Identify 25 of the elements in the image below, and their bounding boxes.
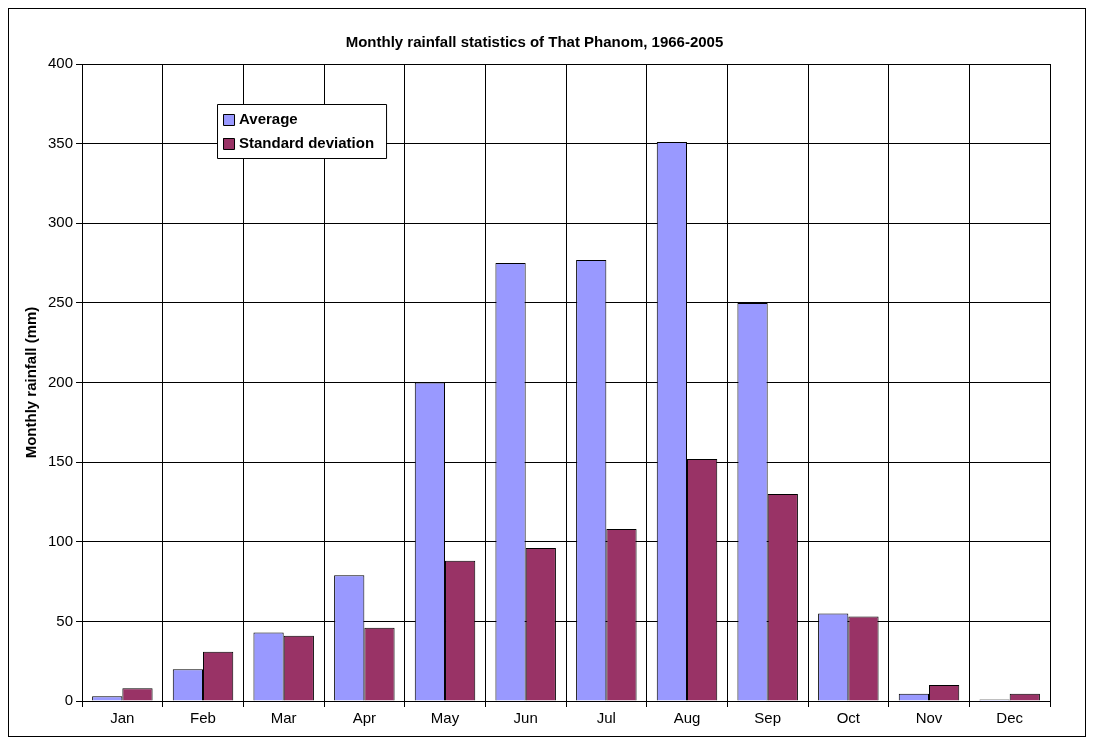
chart-title: Monthly rainfall statistics of That Phanom, 1966-2005 [345,33,724,51]
legend-label: Standard deviation [239,134,375,152]
x-tick-label: Jun [513,709,538,727]
y-tick-label: 100 [48,531,74,549]
x-tick-label: May [430,709,460,727]
x-tick-label: Aug [673,709,701,727]
y-axis-title: Monthly rainfall (mm) [22,306,40,459]
legend-label: Average [239,110,298,128]
y-tick-label: 300 [48,213,74,231]
x-tick-label: Oct [836,709,861,727]
x-tick-label: Feb [190,709,216,727]
x-tick-label: Sep [754,709,782,727]
y-tick-label: 0 [64,691,74,709]
y-tick-label: 400 [48,54,74,72]
x-tick-label: Jan [110,709,135,727]
y-tick-label: 150 [48,452,74,470]
y-tick-label: 200 [48,372,74,390]
y-tick-label: 250 [48,293,74,311]
y-tick-label: 50 [56,611,74,629]
x-tick-label: Jul [596,709,616,727]
x-tick-label: Nov [915,709,943,727]
x-tick-label: Mar [270,709,297,727]
y-tick-label: 350 [48,133,74,151]
x-tick-label: Apr [352,709,377,727]
x-tick-label: Dec [996,709,1024,727]
